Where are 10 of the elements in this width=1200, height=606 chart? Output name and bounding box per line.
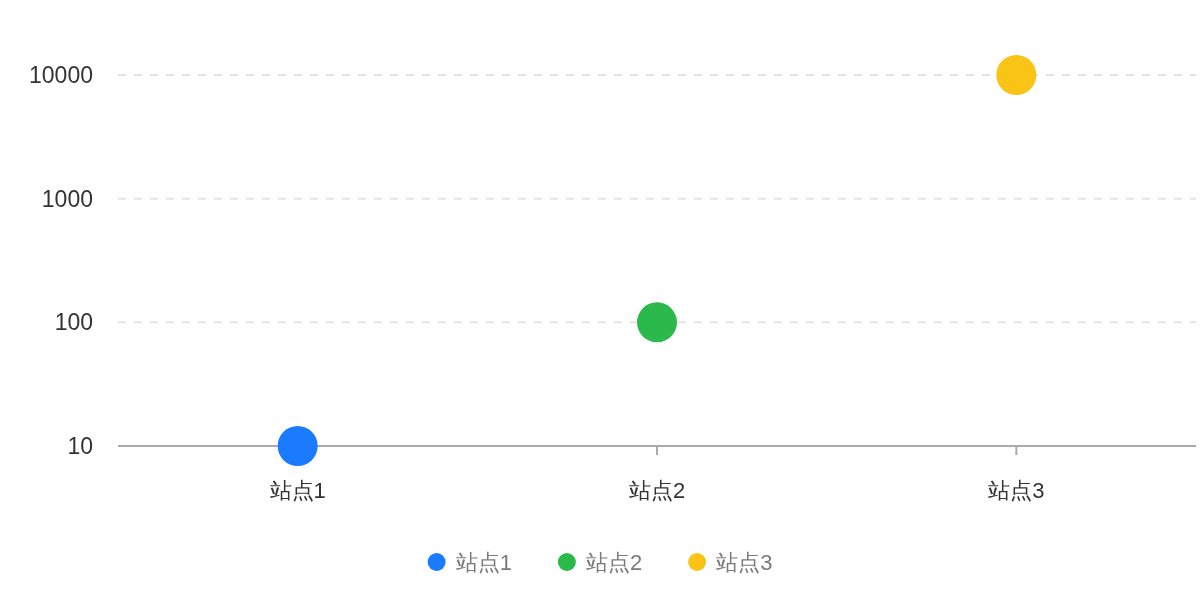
legend-label: 站点2 — [585, 549, 643, 575]
y-tick-label: 10000 — [29, 62, 93, 88]
x-tick-label: 站点1 — [269, 477, 326, 503]
legend-label: 站点3 — [716, 549, 773, 575]
x-tick-label: 站点2 — [628, 477, 686, 503]
y-tick-label: 10 — [67, 433, 93, 459]
legend-label: 站点1 — [455, 549, 512, 575]
y-tick-label: 1000 — [41, 185, 93, 212]
y-tick-label: 100 — [54, 309, 93, 336]
x-tick-label: 站点3 — [988, 477, 1045, 503]
